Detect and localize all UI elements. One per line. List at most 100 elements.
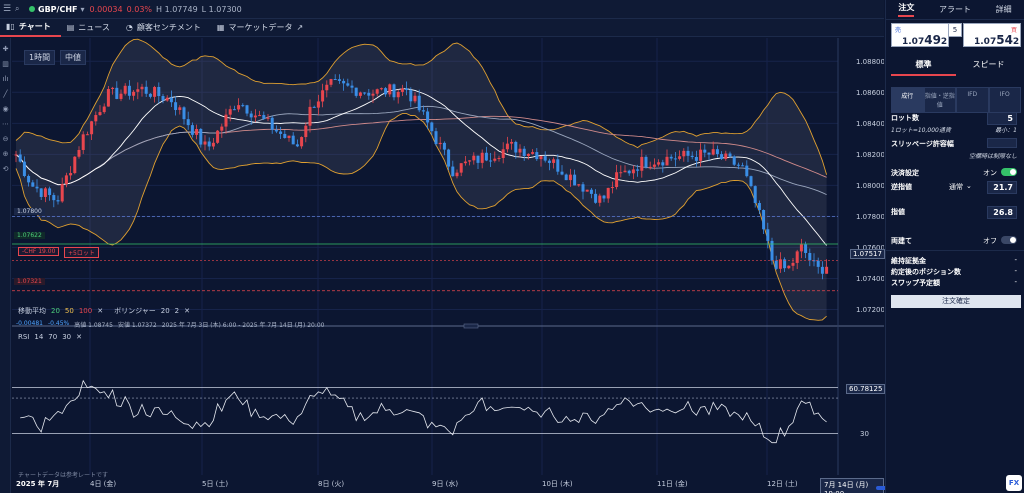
settle-toggle[interactable] xyxy=(1001,168,1017,176)
market-open-indicator xyxy=(29,6,35,12)
close-icon[interactable]: ✕ xyxy=(97,307,104,315)
close-icon[interactable]: ✕ xyxy=(184,307,191,315)
range-info: -0.00481 -0.45% 高値 1.08745 安値 1.07372 20… xyxy=(16,320,325,329)
chevron-down-icon[interactable]: ⌄ xyxy=(966,182,972,190)
candle-body xyxy=(455,172,459,177)
hedge-state: オフ xyxy=(983,237,997,245)
hedge-toggle[interactable] xyxy=(1001,236,1017,244)
candle-body xyxy=(174,102,178,110)
candle-body xyxy=(60,184,64,202)
spread-value: 5 xyxy=(948,23,962,37)
drawing-toolbar: ✚ ▥ ılı ╱ ◉ ⋯ ⊖ ⊕ ⟲ xyxy=(0,38,11,493)
indicator-icon[interactable]: ılı xyxy=(2,75,9,83)
candle-body xyxy=(543,156,547,161)
order-type-limit-stop[interactable]: 指値・逆指値 xyxy=(923,87,956,113)
lot-input[interactable]: 5 xyxy=(987,112,1017,125)
chart-area[interactable]: 1.08800 1.08600 1.08400 1.08200 1.08000 1.078… xyxy=(12,38,886,493)
order-panel: 注文 アラート 詳細 売 1.07492 5 買 1.07542 標準 スピード… xyxy=(885,0,1024,493)
candle-body xyxy=(73,156,77,174)
rsi-legend-name: RSI xyxy=(18,333,30,341)
tab-sentiment[interactable]: ◔ 顧客センチメント xyxy=(120,19,211,37)
timeframe-button[interactable]: 1時間 xyxy=(24,50,56,65)
candle-body xyxy=(459,163,463,173)
news-icon: ▤ xyxy=(66,23,75,32)
candle-body xyxy=(568,174,572,181)
slippage-label: スリッページ許容幅 xyxy=(891,140,954,148)
candle-body xyxy=(279,131,283,134)
position-lots-label[interactable]: +5ロット xyxy=(64,247,99,258)
crosshair-icon[interactable]: ✚ xyxy=(2,45,9,53)
candle-body xyxy=(127,85,131,96)
candle-body xyxy=(69,173,73,176)
candle-body xyxy=(48,188,52,196)
candle-body xyxy=(463,161,467,164)
tab-detail[interactable]: 詳細 xyxy=(995,5,1012,14)
candle-body xyxy=(31,182,35,187)
candle-body xyxy=(669,156,673,159)
candle-body xyxy=(413,95,417,102)
order-type-ifd[interactable]: IFD xyxy=(956,87,989,113)
candle-body xyxy=(388,84,392,95)
eye-icon[interactable]: ◉ xyxy=(2,105,9,113)
candle-body xyxy=(342,80,346,84)
price-chart-svg[interactable]: 1.08800 1.08600 1.08400 1.08200 1.08000 1.078… xyxy=(12,38,884,493)
y-tick-label: 1.08600 xyxy=(856,89,884,97)
line-tool-icon[interactable]: ╱ xyxy=(3,90,8,98)
candle-body xyxy=(736,164,740,166)
ma-legend[interactable]: 移動平均 20 50 100 ✕ ボリンジャー 20 2 ✕ xyxy=(18,306,190,316)
tab-chart[interactable]: ▮▯ チャート xyxy=(0,19,61,37)
price-type-button[interactable]: 中値 xyxy=(60,50,86,65)
candle-body xyxy=(379,88,383,90)
rsi-legend[interactable]: RSI 14 70 30 ✕ xyxy=(18,333,82,341)
candle-body xyxy=(438,142,442,145)
candle-body xyxy=(321,90,325,102)
candle-body xyxy=(228,109,232,115)
tab-order[interactable]: 注文 xyxy=(898,2,915,17)
candle-body xyxy=(627,170,631,174)
margin-value: - xyxy=(1014,256,1017,264)
tab-speed[interactable]: スピード xyxy=(972,60,1005,69)
stop-row: 逆指値 通常 ⌄ 21.7 xyxy=(891,181,1021,194)
chevron-down-icon[interactable]: ▾ xyxy=(80,4,85,14)
position-pl-label[interactable]: -CHF 19.00 xyxy=(18,247,60,256)
close-icon[interactable]: ✕ xyxy=(76,333,83,341)
more-icon[interactable]: ⋯ xyxy=(2,120,9,128)
candle-body xyxy=(644,156,648,168)
candle-body xyxy=(657,162,661,165)
zoom-in-icon[interactable]: ⊕ xyxy=(2,150,9,158)
order-type-ifo[interactable]: IFO xyxy=(988,87,1021,113)
candle-body xyxy=(484,152,488,161)
candle-body xyxy=(274,129,278,132)
reset-icon[interactable]: ⟲ xyxy=(2,165,9,173)
zoom-out-icon[interactable]: ⊖ xyxy=(2,135,9,143)
candle-body xyxy=(56,200,60,202)
candle-body xyxy=(203,141,207,145)
stop-mode-select[interactable]: 通常 xyxy=(949,183,963,191)
buy-price-small: 2 xyxy=(1012,37,1020,47)
candle-body xyxy=(329,79,333,85)
candle-body xyxy=(615,172,619,188)
stop-input[interactable]: 21.7 xyxy=(987,181,1017,194)
tab-news[interactable]: ▤ ニュース xyxy=(61,19,120,37)
buy-price-prefix: 1.07 xyxy=(974,37,997,47)
tab-market-data[interactable]: ▦ マーケットデータ ↗ xyxy=(211,19,313,37)
candle-body xyxy=(711,149,715,155)
candle-body xyxy=(283,133,287,138)
sell-button[interactable]: 売 1.07492 xyxy=(891,23,949,47)
tab-alert[interactable]: アラート xyxy=(938,5,971,14)
hedge-row: 両建て オフ xyxy=(891,236,1021,246)
order-type-market[interactable]: 成行 xyxy=(891,87,924,113)
limit-input[interactable]: 26.8 xyxy=(987,206,1017,219)
candle-type-icon[interactable]: ▥ xyxy=(2,60,9,68)
candle-body xyxy=(169,97,173,103)
candle-body xyxy=(392,84,396,98)
buy-button[interactable]: 買 1.07542 xyxy=(963,23,1021,47)
search-icon[interactable]: ⌕ xyxy=(15,4,20,13)
candle-body xyxy=(216,130,220,143)
slippage-input[interactable] xyxy=(987,138,1017,148)
candle-body xyxy=(270,117,274,130)
confirm-order-button[interactable]: 注文確定 xyxy=(891,295,1021,308)
currency-pair[interactable]: GBP/CHF xyxy=(38,4,78,14)
hamburger-menu-icon[interactable]: ☰ xyxy=(3,4,12,14)
tab-standard[interactable]: 標準 xyxy=(891,55,956,76)
